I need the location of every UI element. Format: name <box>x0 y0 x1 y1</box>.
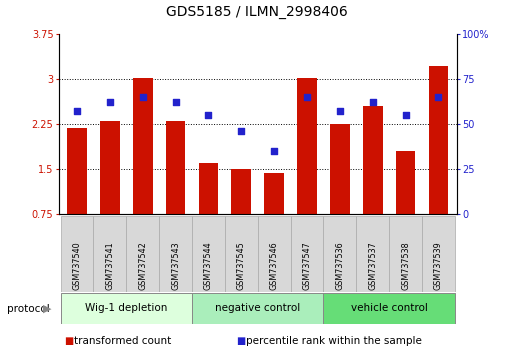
Text: GSM737547: GSM737547 <box>303 241 311 290</box>
Point <box>336 108 344 114</box>
Text: protocol: protocol <box>7 304 49 314</box>
Point <box>270 148 279 154</box>
Bar <box>93 216 126 292</box>
Bar <box>429 65 448 214</box>
Point <box>139 94 147 99</box>
Point <box>237 128 245 134</box>
Text: GSM737546: GSM737546 <box>270 241 279 290</box>
Text: GSM737543: GSM737543 <box>171 241 180 290</box>
Text: GSM737538: GSM737538 <box>401 241 410 290</box>
Text: GDS5185 / ILMN_2998406: GDS5185 / ILMN_2998406 <box>166 5 347 19</box>
Bar <box>258 216 291 292</box>
Bar <box>67 128 87 214</box>
Bar <box>291 216 324 292</box>
Text: percentile rank within the sample: percentile rank within the sample <box>246 336 422 346</box>
Text: ■: ■ <box>64 336 73 346</box>
Bar <box>231 169 251 214</box>
Text: GSM737545: GSM737545 <box>237 241 246 290</box>
Bar <box>133 78 153 214</box>
Bar <box>61 216 93 292</box>
Point <box>402 112 410 118</box>
Text: transformed count: transformed count <box>74 336 172 346</box>
Text: negative control: negative control <box>215 303 301 313</box>
Text: GSM737540: GSM737540 <box>72 241 82 290</box>
Bar <box>324 216 357 292</box>
Text: ■: ■ <box>236 336 245 346</box>
Bar <box>199 163 219 214</box>
Bar <box>297 78 317 214</box>
Bar <box>264 173 284 214</box>
Point <box>204 112 212 118</box>
Bar <box>422 216 455 292</box>
Point <box>171 99 180 105</box>
Point <box>106 99 114 105</box>
Bar <box>357 216 389 292</box>
Bar <box>330 124 350 214</box>
Text: GSM737541: GSM737541 <box>106 241 114 290</box>
Bar <box>324 293 455 324</box>
Bar <box>363 106 383 214</box>
Text: GSM737542: GSM737542 <box>139 241 147 290</box>
Bar <box>389 216 422 292</box>
Bar <box>225 216 258 292</box>
Bar <box>396 151 416 214</box>
Text: Wig-1 depletion: Wig-1 depletion <box>85 303 168 313</box>
Bar <box>61 293 192 324</box>
Bar <box>166 121 186 214</box>
Point <box>73 108 81 114</box>
Text: ▶: ▶ <box>43 304 52 314</box>
Text: GSM737536: GSM737536 <box>336 241 344 290</box>
Text: GSM737537: GSM737537 <box>368 241 377 290</box>
Bar <box>159 216 192 292</box>
Bar <box>126 216 159 292</box>
Text: vehicle control: vehicle control <box>351 303 428 313</box>
Text: GSM737539: GSM737539 <box>434 241 443 290</box>
Point <box>369 99 377 105</box>
Bar <box>192 216 225 292</box>
Bar <box>192 293 324 324</box>
Point <box>303 94 311 99</box>
Point <box>435 94 443 99</box>
Bar <box>100 121 120 214</box>
Text: GSM737544: GSM737544 <box>204 241 213 290</box>
